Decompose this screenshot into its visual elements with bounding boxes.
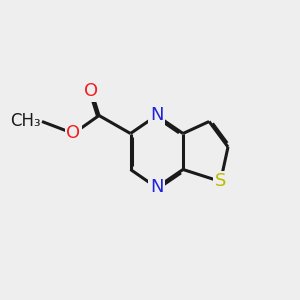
Text: N: N <box>150 178 163 196</box>
Text: O: O <box>66 124 81 142</box>
Text: N: N <box>150 106 163 124</box>
Text: CH₃: CH₃ <box>10 112 40 130</box>
Text: S: S <box>215 172 226 190</box>
Text: O: O <box>84 82 99 100</box>
